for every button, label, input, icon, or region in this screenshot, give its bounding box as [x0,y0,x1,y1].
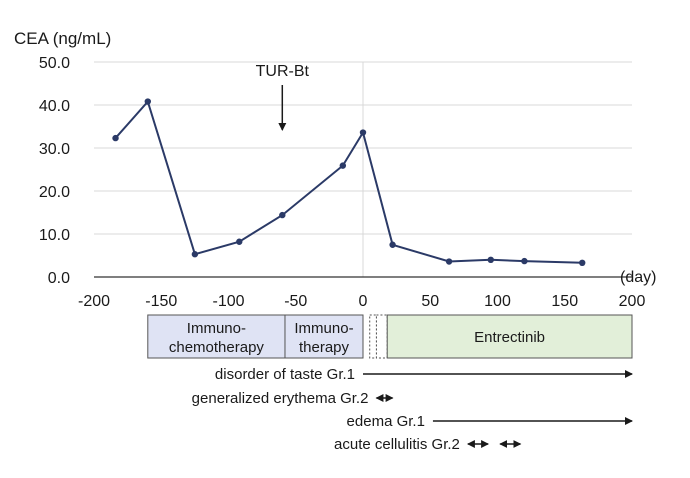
data-point-10 [521,257,528,265]
x-tick-label-4: 0 [359,293,368,310]
treatment-box-4 [386,314,633,359]
data-point-7 [389,241,396,248]
data-point-9 [487,256,494,263]
treatment-timeline: Immuno-chemotherapy Immuno-therapy Entrect… [147,314,633,359]
x-tick-label-2: -100 [212,293,244,310]
cea-series-line [114,99,583,264]
x-tick-label-8: 200 [619,293,646,310]
y-tick-label-5: 50.0 [39,55,70,72]
y-tick-labels: 0.0 10.0 20.0 30.0 40.0 50.0 [39,55,70,287]
y-tick-label-1: 10.0 [39,227,70,244]
x-tick-label-7: 150 [551,293,578,310]
data-point-8 [445,258,453,265]
data-point-1 [144,98,151,105]
adverse-events-timeline: disorder of taste Gr.1 generalized erythe… [192,366,633,453]
tur-bt-label: TUR-Bt [256,63,310,80]
data-point-6 [359,129,367,136]
treatment-label-4: Entrectinib [474,329,545,346]
x-tick-labels: -200 -150 -100 -50 0 50 100 150 200 [78,293,645,310]
cea-data-points [112,98,586,267]
treatment-box-0 [147,314,286,359]
treatment-box-2 [369,314,377,359]
data-point-2 [191,251,199,258]
treatment-label-line2-0: chemotherapy [169,339,265,356]
data-point-3 [236,238,243,245]
x-tick-label-6: 100 [484,293,511,310]
tur-bt-annotation: TUR-Bt [256,63,310,131]
x-axis-unit-label: (day) [620,269,656,286]
data-point-0 [112,134,119,142]
data-point-4 [279,211,286,219]
y-tick-label-4: 40.0 [39,98,70,115]
treatment-label-line1-1: Immuno- [294,320,353,337]
y-tick-label-0: 0.0 [48,270,70,287]
adverse-event-label-3: acute cellulitis Gr.2 [334,436,460,453]
x-tick-label-5: 50 [421,293,439,310]
adverse-event-label-0: disorder of taste Gr.1 [215,366,355,383]
x-tick-label-0: -200 [78,293,110,310]
y-tick-label-3: 30.0 [39,141,70,158]
x-tick-label-3: -50 [284,293,307,310]
y-axis-label: CEA (ng/mL) [14,29,111,48]
treatment-label-line1-0: Immuno- [187,320,246,337]
data-point-11 [579,259,586,267]
y-tick-label-2: 20.0 [39,184,70,201]
treatment-box-3 [375,314,388,359]
data-point-5 [339,162,347,169]
treatment-box-1 [284,314,364,359]
x-tick-label-1: -150 [145,293,177,310]
adverse-event-label-2: edema Gr.1 [347,413,425,430]
treatment-label-line2-1: therapy [299,339,350,356]
adverse-event-label-1: generalized erythema Gr.2 [192,390,369,407]
